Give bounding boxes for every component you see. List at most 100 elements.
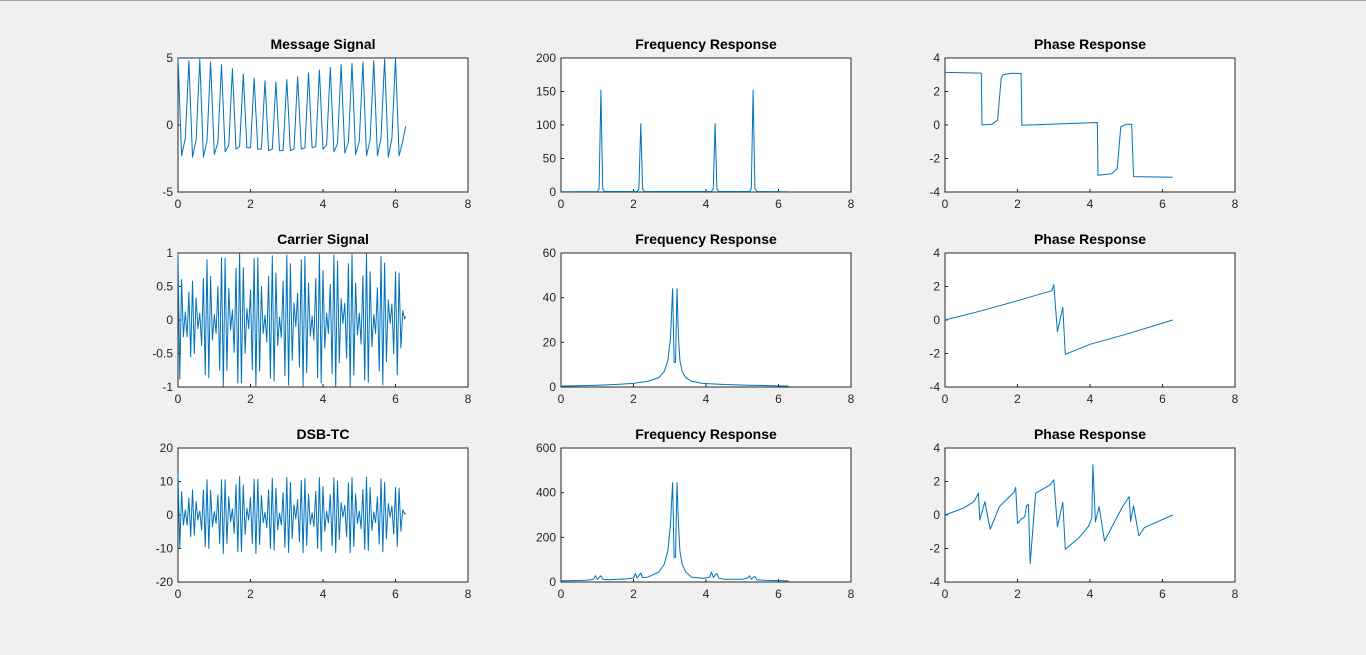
- y-tick-label: 0: [549, 380, 556, 394]
- x-tick-label: 4: [703, 197, 710, 211]
- y-tick-label: 0: [549, 575, 556, 589]
- y-tick-label: -0.5: [152, 347, 173, 361]
- subplot-7: DSB-TC 0 2 4 6 8 -20 -10 0 10 20: [156, 426, 472, 601]
- x-tick-label: 4: [1087, 392, 1094, 406]
- x-tick-label: 6: [1159, 587, 1166, 601]
- x-tick-label: 0: [175, 392, 182, 406]
- x-tick-label: 8: [465, 587, 472, 601]
- x-tick-label: 4: [703, 392, 710, 406]
- x-tick-label: 4: [320, 197, 327, 211]
- x-tick-label: 0: [942, 392, 949, 406]
- y-tick-label: 2: [933, 280, 940, 294]
- x-tick-label: 2: [247, 392, 254, 406]
- plot-title: DSB-TC: [297, 426, 350, 442]
- x-tick-label: 6: [775, 587, 782, 601]
- plot-area: [560, 252, 852, 388]
- y-tick-label: 200: [536, 530, 556, 544]
- x-tick-label: 0: [175, 587, 182, 601]
- y-tick-label: 20: [160, 441, 174, 455]
- x-tick-label: 2: [630, 392, 637, 406]
- x-tick-label: 6: [392, 197, 399, 211]
- x-tick-label: 8: [465, 392, 472, 406]
- x-tick-label: 0: [558, 587, 565, 601]
- x-tick-label: 8: [1232, 587, 1239, 601]
- x-tick-label: 0: [558, 392, 565, 406]
- x-tick-label: 4: [1087, 197, 1094, 211]
- x-tick-label: 2: [247, 197, 254, 211]
- y-tick-label: 4: [933, 246, 940, 260]
- x-tick-label: 2: [630, 587, 637, 601]
- x-tick-label: 0: [942, 587, 949, 601]
- y-tick-label: -1: [162, 380, 173, 394]
- x-tick-label: 6: [775, 392, 782, 406]
- plot-area: [177, 447, 469, 583]
- series-line: [560, 89, 789, 193]
- subplot-9: Phase Response 0 2 4 6 8 -4 -2 0 2 4: [929, 426, 1238, 601]
- x-tick-label: 6: [392, 392, 399, 406]
- x-tick-label: 0: [175, 197, 182, 211]
- x-tick-label: 8: [1232, 197, 1239, 211]
- x-tick-label: 6: [392, 587, 399, 601]
- y-tick-label: 2: [933, 475, 940, 489]
- plot-area: [560, 57, 852, 193]
- y-tick-label: 4: [933, 51, 940, 65]
- plot-title: Phase Response: [1034, 426, 1146, 442]
- y-tick-label: -2: [929, 152, 940, 166]
- y-tick-label: -20: [156, 575, 174, 589]
- plot-area: [944, 447, 1236, 583]
- y-tick-label: 50: [543, 152, 557, 166]
- subplot-4: Carrier Signal 0 2 4 6 8 -1 -0.5 0 0.5 1: [152, 231, 471, 406]
- x-tick-label: 0: [558, 197, 565, 211]
- x-tick-label: 8: [1232, 392, 1239, 406]
- plot-title: Frequency Response: [635, 426, 777, 442]
- plot-title: Phase Response: [1034, 231, 1146, 247]
- subplot-5: Frequency Response 0 2 4 6 8 0 20 40 60: [543, 231, 855, 406]
- x-tick-label: 8: [848, 587, 855, 601]
- x-tick-label: 0: [942, 197, 949, 211]
- x-tick-label: 2: [1014, 392, 1021, 406]
- x-tick-label: 6: [1159, 197, 1166, 211]
- plot-title: Frequency Response: [635, 231, 777, 247]
- series-line: [177, 252, 407, 387]
- y-tick-label: -10: [156, 542, 174, 556]
- subplot-6: Phase Response 0 2 4 6 8 -4 -2 0 2 4: [929, 231, 1238, 406]
- series-line: [177, 473, 406, 554]
- x-tick-label: 6: [775, 197, 782, 211]
- y-tick-label: 40: [543, 291, 557, 305]
- x-tick-label: 6: [1159, 392, 1166, 406]
- x-tick-label: 2: [1014, 587, 1021, 601]
- y-tick-label: 5: [166, 51, 173, 65]
- x-tick-label: 4: [320, 587, 327, 601]
- x-tick-label: 8: [848, 392, 855, 406]
- x-tick-label: 8: [848, 197, 855, 211]
- plot-area: [560, 447, 852, 583]
- subplot-8: Frequency Response 0 2 4 6 8 0 200 400 600: [536, 426, 855, 601]
- y-tick-label: 4: [933, 441, 940, 455]
- x-tick-label: 4: [320, 392, 327, 406]
- y-tick-label: 100: [536, 118, 556, 132]
- series-line: [944, 464, 1173, 565]
- y-tick-label: 0: [166, 313, 173, 327]
- plot-area: [177, 57, 469, 193]
- y-tick-label: 1: [166, 246, 173, 260]
- y-tick-label: 20: [543, 335, 557, 349]
- plot-area: [944, 252, 1236, 388]
- plot-title: Carrier Signal: [277, 231, 369, 247]
- y-tick-label: -4: [929, 575, 940, 589]
- y-tick-label: 150: [536, 85, 556, 99]
- y-tick-label: -5: [162, 185, 173, 199]
- plot-area: [944, 57, 1236, 193]
- subplot-3: Phase Response 0 2 4 6 8 -4 -2 0 2 4: [929, 36, 1238, 211]
- y-tick-label: 0: [166, 508, 173, 522]
- series-line: [560, 482, 789, 582]
- y-tick-label: 0: [933, 508, 940, 522]
- subplot-2: Frequency Response 0 2 4 6 8 0 50 100 150 200: [536, 36, 855, 211]
- plot-title: Message Signal: [270, 36, 375, 52]
- y-tick-label: 600: [536, 441, 556, 455]
- plot-title: Frequency Response: [635, 36, 777, 52]
- y-tick-label: 2: [933, 85, 940, 99]
- y-tick-label: 0: [933, 313, 940, 327]
